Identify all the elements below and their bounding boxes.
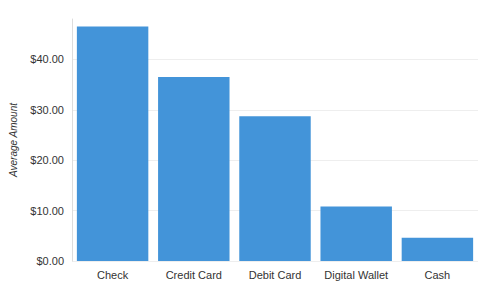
svg-text:Credit Card: Credit Card <box>166 269 222 281</box>
svg-text:$30.00: $30.00 <box>30 104 64 116</box>
svg-text:Average Amount: Average Amount <box>8 102 19 178</box>
svg-text:Debit Card: Debit Card <box>249 269 302 281</box>
svg-text:Digital Wallet: Digital Wallet <box>324 269 388 281</box>
svg-text:$20.00: $20.00 <box>30 154 64 166</box>
svg-text:$40.00: $40.00 <box>30 53 64 65</box>
svg-text:Cash: Cash <box>425 269 451 281</box>
svg-text:$0.00: $0.00 <box>36 255 64 267</box>
svg-text:Check: Check <box>97 269 129 281</box>
svg-text:$10.00: $10.00 <box>30 205 64 217</box>
